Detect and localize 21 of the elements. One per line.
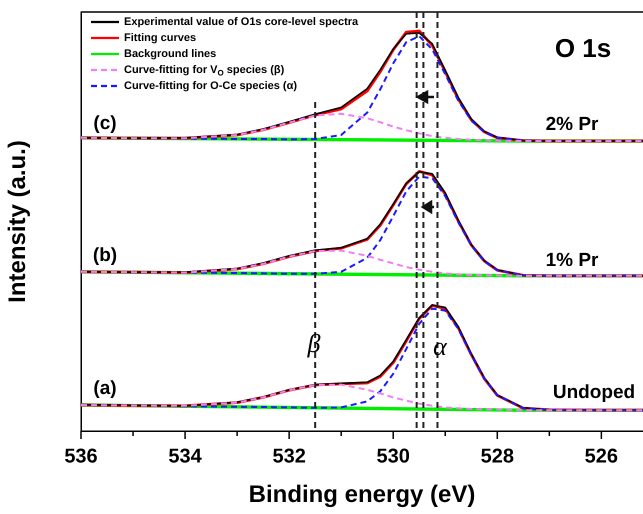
annotation: (a) [93, 378, 117, 400]
annotation: Undoped [552, 382, 636, 404]
annotation: α [433, 332, 448, 361]
annotation: (b) [92, 245, 118, 266]
legend-label: Fitting curves [124, 32, 196, 44]
x-tick-label: 536 [64, 446, 98, 468]
x-tick-label: 534 [168, 446, 203, 468]
annotation: 1% Pr [546, 250, 600, 272]
x-tick-label: 526 [584, 446, 618, 468]
x-tick-label: 530 [376, 446, 410, 468]
annotation: O 1s [554, 33, 612, 64]
annotation: β [306, 328, 321, 358]
x-tick-label: 528 [480, 446, 514, 468]
x-tick-label: 532 [272, 446, 306, 468]
x-axis-title: Binding energy (eV) [248, 481, 476, 508]
annotation: 2% Pr [546, 114, 600, 136]
legend-label: Curve-fitting for O-Ce species (α) [124, 80, 298, 92]
annotation: (c) [93, 113, 117, 134]
y-axis-title: Intensity (a.u.) [4, 140, 32, 303]
legend-label: Background lines [124, 48, 216, 60]
legend-label: Experimental value of O1s core-level spectra [124, 16, 360, 28]
